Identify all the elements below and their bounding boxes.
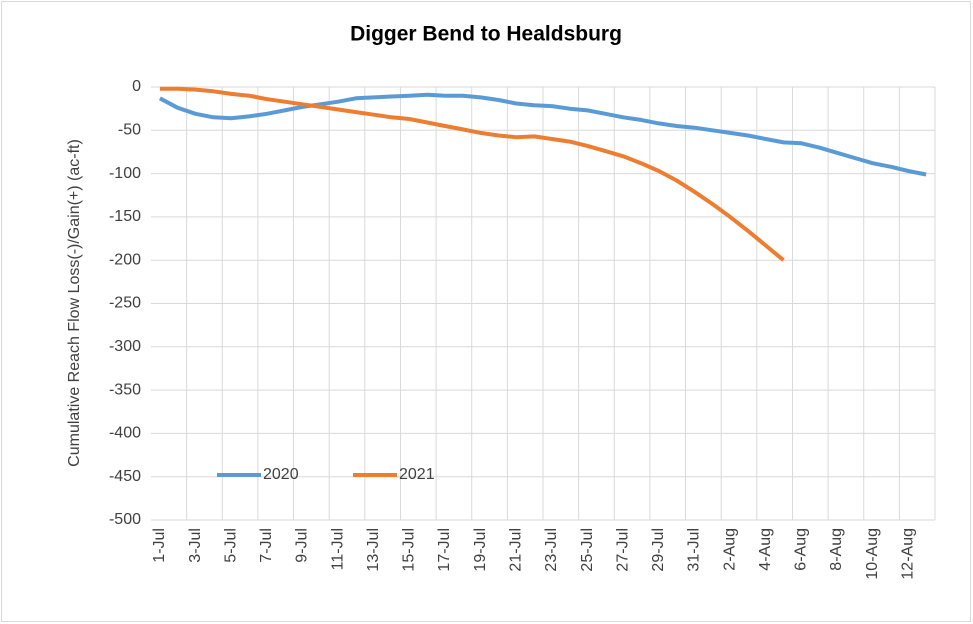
x-tick-label: 29-Jul xyxy=(650,528,667,572)
y-tick-label: -50 xyxy=(118,122,141,139)
legend-label: 2020 xyxy=(263,466,299,483)
x-tick-label: 13-Jul xyxy=(365,528,382,572)
y-tick-label: -150 xyxy=(109,208,141,225)
x-tick-label: 25-Jul xyxy=(579,528,596,572)
x-tick-label: 3-Jul xyxy=(187,528,204,563)
x-tick-label: 6-Aug xyxy=(793,528,810,571)
x-tick-label: 4-Aug xyxy=(757,528,774,571)
y-tick-label: -350 xyxy=(109,381,141,398)
series-line xyxy=(159,86,785,262)
x-tick-label: 5-Jul xyxy=(222,528,239,563)
x-tick-label: 23-Jul xyxy=(543,528,560,572)
x-tick-label: 1-Jul xyxy=(151,528,168,563)
y-tick-label: 0 xyxy=(132,78,141,95)
legend-label: 2021 xyxy=(399,466,435,483)
x-tick-label: 27-Jul xyxy=(614,528,631,572)
chart-title: Digger Bend to Healdsburg xyxy=(350,23,622,46)
x-tick-label: 19-Jul xyxy=(472,528,489,572)
series-line xyxy=(158,92,927,177)
x-tick-label: 10-Aug xyxy=(864,528,881,580)
x-tick-label: 9-Jul xyxy=(294,528,311,563)
y-tick-label: -450 xyxy=(109,468,141,485)
x-tick-label: 12-Aug xyxy=(899,528,916,580)
y-tick-label: -200 xyxy=(109,251,141,268)
y-axis-label: Cumulative Reach Flow Loss(-)/Gain(+) (a… xyxy=(66,139,83,467)
x-tick-label: 17-Jul xyxy=(436,528,453,572)
x-tick-label: 31-Jul xyxy=(686,528,703,572)
x-tick-label: 2-Aug xyxy=(721,528,738,571)
x-tick-label: 8-Aug xyxy=(828,528,845,571)
x-tick-label: 11-Jul xyxy=(329,528,346,570)
x-tick-label: 21-Jul xyxy=(507,528,524,572)
y-tick-label: -400 xyxy=(109,425,141,442)
y-tick-label: -250 xyxy=(109,295,141,312)
y-tick-label: -300 xyxy=(109,338,141,355)
y-tick-label: -500 xyxy=(109,511,141,528)
y-tick-label: -100 xyxy=(109,165,141,182)
x-tick-label: 7-Jul xyxy=(258,528,275,563)
x-tick-label: 15-Jul xyxy=(401,528,418,572)
